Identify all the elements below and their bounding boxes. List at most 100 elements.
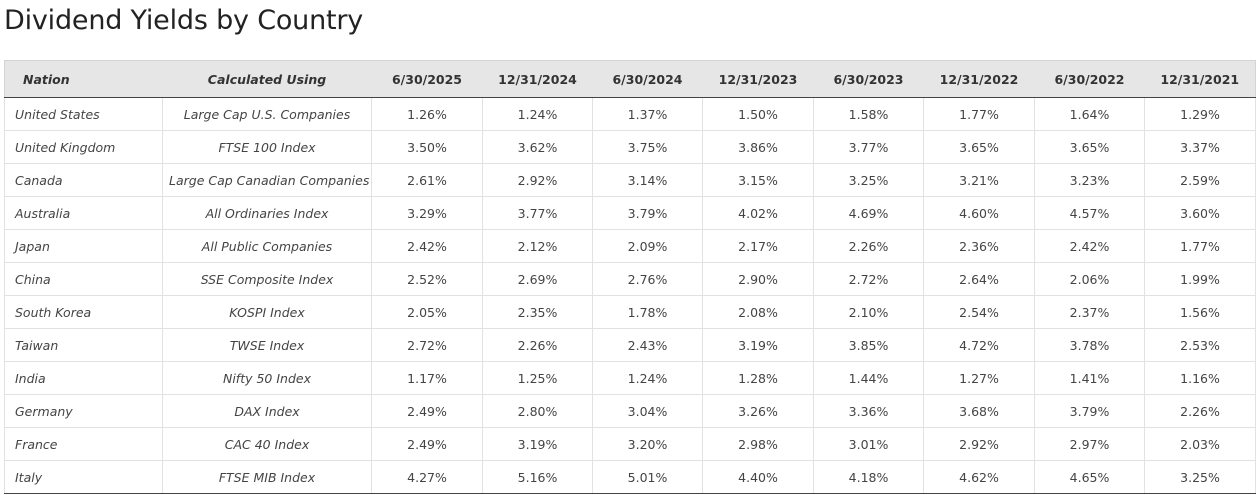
table-header: Nation Calculated Using 6/30/2025 12/31/…	[4, 60, 1256, 98]
yield-cell: 2.42%	[1034, 229, 1145, 263]
calculated-using-cell: CAC 40 Index	[162, 427, 372, 461]
column-header-date[interactable]: 6/30/2025	[371, 60, 483, 98]
nation-cell: Germany	[4, 394, 163, 428]
nation-cell: Italy	[4, 460, 163, 494]
yield-cell: 2.17%	[702, 229, 814, 263]
yield-cell: 2.98%	[702, 427, 814, 461]
yield-cell: 2.49%	[371, 427, 483, 461]
yield-cell: 2.42%	[371, 229, 483, 263]
yield-cell: 3.04%	[592, 394, 703, 428]
table-row: France CAC 40 Index 2.49% 3.19% 3.20% 2.98% 3.…	[4, 427, 1256, 461]
yield-cell: 2.10%	[813, 295, 924, 329]
yield-cell: 3.79%	[1034, 394, 1145, 428]
yield-cell: 3.79%	[592, 196, 703, 230]
yield-cell: 2.80%	[482, 394, 593, 428]
yield-cell: 4.60%	[923, 196, 1035, 230]
yield-cell: 2.12%	[482, 229, 593, 263]
column-header-date[interactable]: 6/30/2022	[1034, 60, 1145, 98]
nation-cell: United Kingdom	[4, 130, 163, 164]
yield-cell: 1.25%	[482, 361, 593, 395]
yield-cell: 3.26%	[702, 394, 814, 428]
yield-cell: 3.19%	[702, 328, 814, 362]
yield-cell: 3.25%	[1144, 460, 1256, 494]
column-header-date[interactable]: 6/30/2023	[813, 60, 924, 98]
table-row: United Kingdom FTSE 100 Index 3.50% 3.62% 3.…	[4, 130, 1256, 164]
yield-cell: 2.90%	[702, 262, 814, 296]
yield-cell: 4.69%	[813, 196, 924, 230]
column-header-nation[interactable]: Nation	[4, 60, 163, 98]
yield-cell: 2.72%	[813, 262, 924, 296]
column-header-date[interactable]: 12/31/2021	[1144, 60, 1256, 98]
yield-cell: 1.16%	[1144, 361, 1256, 395]
table-row: Australia All Ordinaries Index 3.29% 3.77% 3…	[4, 196, 1256, 230]
yield-cell: 2.35%	[482, 295, 593, 329]
yield-cell: 3.20%	[592, 427, 703, 461]
table-body: United States Large Cap U.S. Companies 1.2…	[4, 97, 1256, 494]
yield-cell: 2.05%	[371, 295, 483, 329]
column-header-date[interactable]: 12/31/2024	[482, 60, 593, 98]
calculated-using-cell: Large Cap U.S. Companies	[162, 97, 372, 131]
yield-cell: 3.62%	[482, 130, 593, 164]
table-row: Italy FTSE MIB Index 4.27% 5.16% 5.01% 4.40% 4…	[4, 460, 1256, 494]
yield-cell: 3.23%	[1034, 163, 1145, 197]
yield-cell: 5.01%	[592, 460, 703, 494]
yield-cell: 2.59%	[1144, 163, 1256, 197]
yield-cell: 1.37%	[592, 97, 703, 131]
header-row: Nation Calculated Using 6/30/2025 12/31/…	[4, 60, 1256, 98]
yield-cell: 2.26%	[1144, 394, 1256, 428]
yield-cell: 4.65%	[1034, 460, 1145, 494]
column-header-date[interactable]: 12/31/2022	[923, 60, 1035, 98]
table-row: Japan All Public Companies 2.42% 2.12% 2.09%…	[4, 229, 1256, 263]
yield-cell: 4.40%	[702, 460, 814, 494]
yield-cell: 3.15%	[702, 163, 814, 197]
yield-cell: 2.64%	[923, 262, 1035, 296]
yield-cell: 1.26%	[371, 97, 483, 131]
yield-cell: 2.26%	[482, 328, 593, 362]
column-header-calculated-using[interactable]: Calculated Using	[162, 60, 372, 98]
dividend-yields-table: Nation Calculated Using 6/30/2025 12/31/…	[4, 60, 1256, 494]
yield-cell: 1.29%	[1144, 97, 1256, 131]
nation-cell: Japan	[4, 229, 163, 263]
yield-cell: 2.92%	[923, 427, 1035, 461]
yield-cell: 2.69%	[482, 262, 593, 296]
yield-cell: 3.86%	[702, 130, 814, 164]
calculated-using-cell: DAX Index	[162, 394, 372, 428]
nation-cell: India	[4, 361, 163, 395]
yield-cell: 2.92%	[482, 163, 593, 197]
yield-cell: 3.36%	[813, 394, 924, 428]
yield-cell: 2.76%	[592, 262, 703, 296]
yield-cell: 3.29%	[371, 196, 483, 230]
calculated-using-cell: Nifty 50 Index	[162, 361, 372, 395]
yield-cell: 3.85%	[813, 328, 924, 362]
calculated-using-cell: KOSPI Index	[162, 295, 372, 329]
yield-cell: 3.19%	[482, 427, 593, 461]
yield-cell: 3.65%	[923, 130, 1035, 164]
calculated-using-cell: All Ordinaries Index	[162, 196, 372, 230]
nation-cell: United States	[4, 97, 163, 131]
yield-cell: 3.60%	[1144, 196, 1256, 230]
column-header-date[interactable]: 6/30/2024	[592, 60, 703, 98]
nation-cell: South Korea	[4, 295, 163, 329]
table-row: United States Large Cap U.S. Companies 1.2…	[4, 97, 1256, 131]
yield-cell: 1.41%	[1034, 361, 1145, 395]
yield-cell: 2.36%	[923, 229, 1035, 263]
yield-cell: 3.01%	[813, 427, 924, 461]
yield-cell: 1.64%	[1034, 97, 1145, 131]
yield-cell: 1.27%	[923, 361, 1035, 395]
yield-cell: 4.27%	[371, 460, 483, 494]
nation-cell: China	[4, 262, 163, 296]
calculated-using-cell: Large Cap Canadian Companies	[162, 163, 372, 197]
yield-cell: 2.72%	[371, 328, 483, 362]
column-header-date[interactable]: 12/31/2023	[702, 60, 814, 98]
yield-cell: 2.37%	[1034, 295, 1145, 329]
yield-cell: 3.75%	[592, 130, 703, 164]
yield-cell: 1.56%	[1144, 295, 1256, 329]
table-row: Taiwan TWSE Index 2.72% 2.26% 2.43% 3.19% 3.85…	[4, 328, 1256, 362]
nation-cell: Taiwan	[4, 328, 163, 362]
yield-cell: 3.37%	[1144, 130, 1256, 164]
yield-cell: 2.54%	[923, 295, 1035, 329]
yield-cell: 1.78%	[592, 295, 703, 329]
yield-cell: 2.26%	[813, 229, 924, 263]
nation-cell: France	[4, 427, 163, 461]
yield-cell: 3.68%	[923, 394, 1035, 428]
